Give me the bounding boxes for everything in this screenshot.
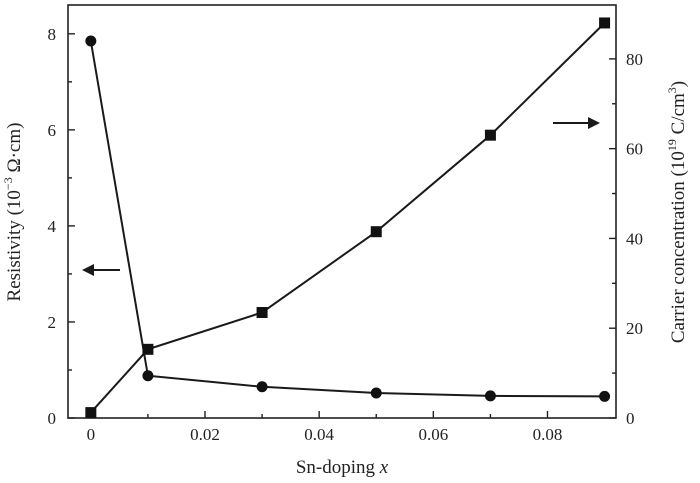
resistivity-point xyxy=(370,387,382,399)
x-tick-label: 0.02 xyxy=(190,425,220,444)
resistivity-point xyxy=(85,35,97,47)
carrier-concentration-point xyxy=(370,226,382,238)
resistivity-point xyxy=(256,381,268,393)
left-y-tick-label: 6 xyxy=(48,121,57,140)
resistivity-point xyxy=(599,390,611,402)
plot-frame xyxy=(67,4,617,419)
series-layer xyxy=(85,17,611,419)
resistivity-line xyxy=(89,40,605,398)
left-y-axis-title: Resistivity (10−3 Ω·cm) xyxy=(1,123,25,302)
right-axis-arrow xyxy=(553,117,600,129)
x-axis: 0 0.02 0.04 0.06 0.08 xyxy=(87,411,563,444)
carrier-concentration-point xyxy=(256,307,268,319)
carrier-concentration-line xyxy=(90,22,606,414)
right-y-tick-label: 60 xyxy=(626,140,643,159)
x-tick-label: 0.06 xyxy=(418,425,448,444)
right-y-axis-title: Carrier concentration (1019 C/cm3) xyxy=(665,81,689,343)
left-axis-arrow xyxy=(82,264,120,276)
x-axis-title: Sn-doping x xyxy=(296,457,389,478)
right-y-axis: 0 20 40 60 80 xyxy=(609,50,643,428)
left-y-tick-label: 8 xyxy=(48,25,57,44)
carrier-concentration-point xyxy=(599,17,611,29)
x-tick-label: 0 xyxy=(87,425,96,444)
right-y-tick-label: 20 xyxy=(626,319,643,338)
resistivity-point xyxy=(142,370,154,382)
right-y-tick-label: 40 xyxy=(626,229,643,248)
resistivity-point xyxy=(484,390,496,402)
right-y-tick-label: 80 xyxy=(626,50,643,69)
left-y-tick-label: 0 xyxy=(48,409,57,428)
x-tick-label: 0.08 xyxy=(533,425,563,444)
carrier-concentration-point xyxy=(484,129,496,141)
carrier-concentration-point xyxy=(85,407,97,419)
x-tick-label: 0.04 xyxy=(304,425,334,444)
right-y-tick-label: 0 xyxy=(626,409,635,428)
carrier-concentration-point xyxy=(142,343,154,355)
left-y-axis: 0 2 4 6 8 xyxy=(48,25,75,428)
left-y-tick-label: 4 xyxy=(48,217,57,236)
left-y-tick-label: 2 xyxy=(48,313,57,332)
